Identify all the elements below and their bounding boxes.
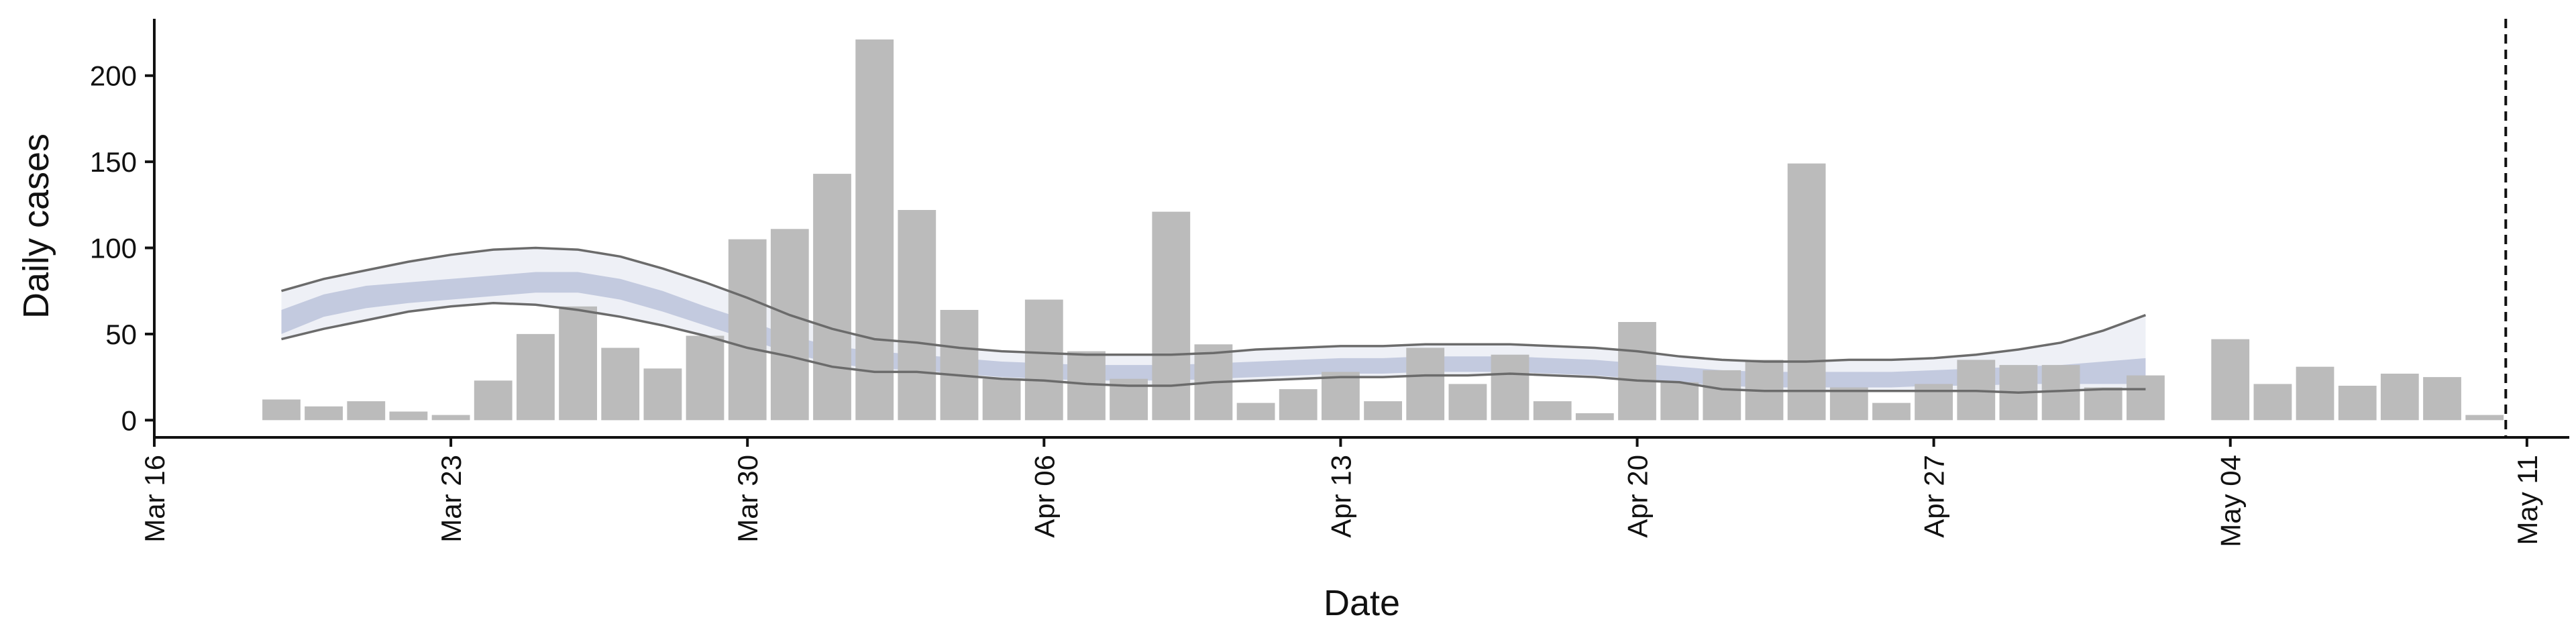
bar: [389, 411, 428, 421]
x-tick-label: Apr 20: [1622, 455, 1654, 538]
x-tick-label: Mar 23: [435, 455, 467, 543]
bar: [1322, 372, 1360, 421]
bar: [2465, 415, 2504, 421]
bar: [1829, 387, 1868, 421]
axes-layer: 0 50 100 150 200 Mar 16 Mar 23 Mar 30 Apr 06 Apr …: [90, 19, 2569, 547]
bar: [813, 174, 851, 421]
y-tick-label: 0: [121, 405, 137, 436]
bar: [898, 210, 936, 421]
bar: [1491, 354, 1529, 421]
upper-interval-line: [281, 246, 2147, 363]
bar: [1364, 401, 1402, 421]
y-tick-label: 50: [105, 319, 137, 350]
x-tick-label: Apr 13: [1325, 455, 1356, 538]
bar: [347, 401, 386, 421]
bar: [1533, 401, 1572, 421]
bar: [1067, 351, 1106, 421]
bar: [686, 335, 724, 421]
x-tick-label: Apr 06: [1028, 455, 1060, 538]
bar: [1575, 413, 1614, 421]
bar: [305, 406, 343, 421]
bar: [2084, 387, 2123, 421]
bar: [431, 415, 470, 421]
bar: [1236, 402, 1275, 421]
x-tick-label: Mar 30: [732, 455, 763, 543]
x-tick-label: May 11: [2512, 455, 2543, 545]
bar: [1152, 211, 1191, 421]
x-tick-label: Mar 16: [139, 455, 170, 543]
bar: [728, 239, 767, 421]
bar: [2296, 366, 2334, 421]
y-axis-title: Daily cases: [16, 133, 56, 319]
bar: [643, 368, 682, 421]
bar: [1703, 370, 1741, 421]
bar: [1787, 163, 1826, 421]
bar: [1618, 322, 1656, 421]
interval-lines-layer: [281, 246, 2147, 394]
y-tick-label: 200: [90, 60, 137, 92]
bar: [855, 39, 894, 421]
bar: [2338, 386, 2377, 421]
bar: [2253, 384, 2292, 421]
bar: [1024, 299, 1063, 421]
y-tick-label: 150: [90, 146, 137, 178]
bar: [2211, 339, 2250, 421]
bar: [517, 333, 555, 421]
bar: [2380, 374, 2419, 421]
bar: [1872, 402, 1911, 421]
lower-interval-line: [281, 301, 2146, 394]
bars-layer: [262, 39, 2504, 421]
bar: [2127, 375, 2165, 421]
x-tick-label: Apr 27: [1919, 455, 1950, 538]
bar: [1406, 347, 1445, 421]
bar: [1660, 382, 1699, 421]
bar: [1448, 384, 1487, 421]
bar: [2423, 377, 2461, 421]
bar: [601, 347, 640, 421]
bar: [559, 306, 597, 421]
bar: [982, 378, 1021, 421]
bar: [262, 399, 301, 421]
x-tick-label: May 04: [2215, 455, 2247, 547]
bar: [940, 310, 979, 421]
y-tick-label: 100: [90, 233, 137, 264]
bar: [770, 229, 809, 421]
bar: [1279, 389, 1318, 421]
bar: [474, 380, 513, 421]
bar: [1915, 384, 1953, 421]
x-axis-title: Date: [1324, 583, 1400, 623]
